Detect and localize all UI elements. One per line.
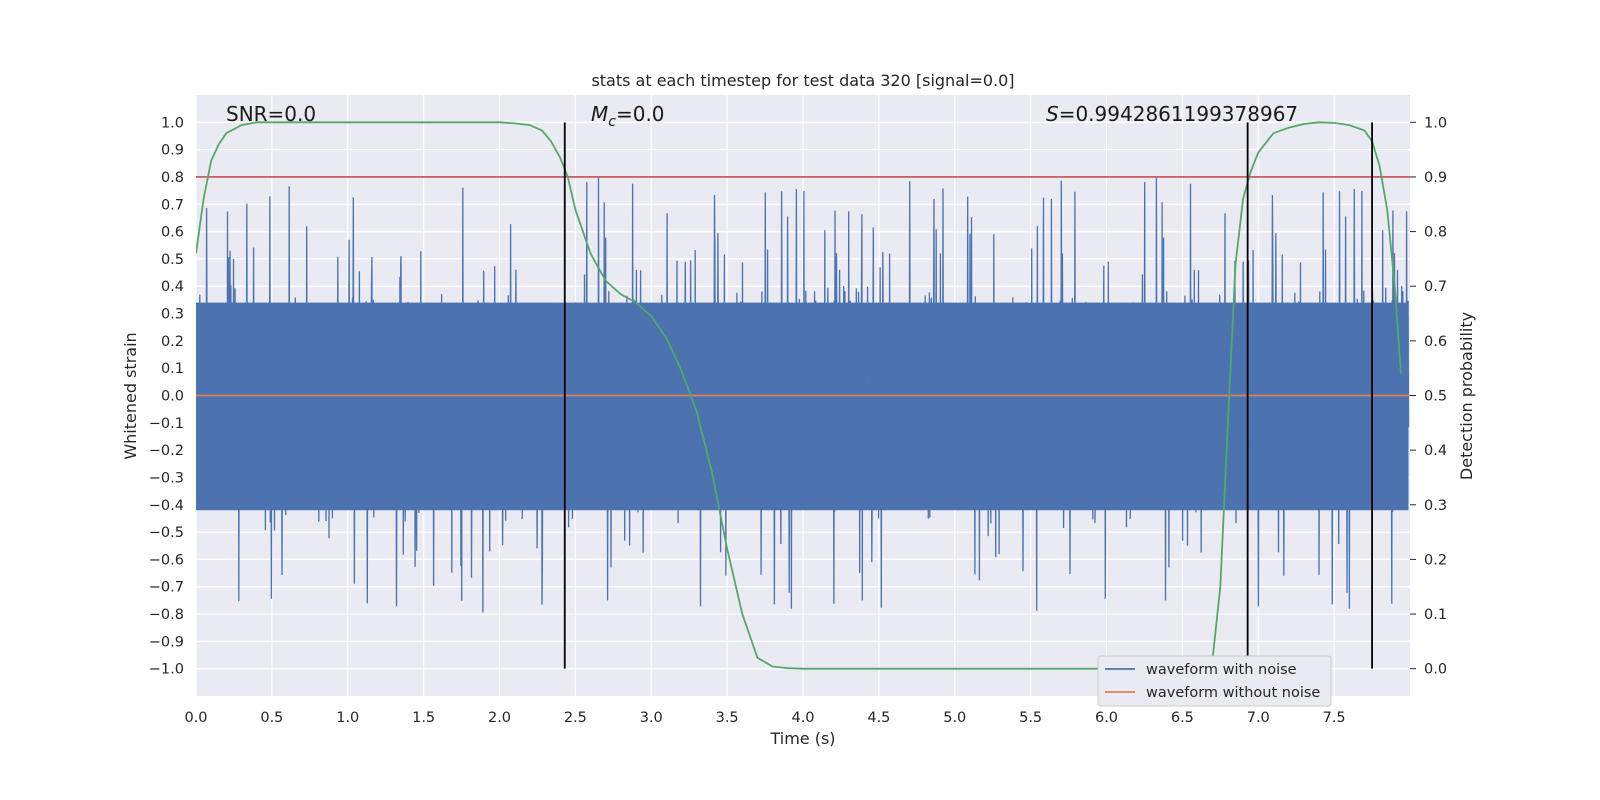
- x-tick-label: 4.0: [791, 710, 814, 726]
- y-left-tick-label: 0.2: [161, 334, 184, 350]
- y-left-tick-label: −0.5: [149, 525, 184, 541]
- y-left-tick-label: 0.0: [161, 389, 184, 405]
- y-right-tick-label: 1.0: [1424, 115, 1447, 131]
- x-tick-label: 6.5: [1171, 710, 1194, 726]
- y-left-tick-label: −0.8: [149, 607, 184, 623]
- y-left-tick-label: 0.5: [161, 252, 184, 268]
- y-left-tick-labels: 1.0 0.9 0.8 0.7 0.6 0.5 0.4 0.3 0.2 0.1 0.0 −0.1 −0.…: [149, 115, 184, 677]
- y-right-tick-label: 0.0: [1424, 662, 1447, 678]
- x-tick-label: 6.0: [1095, 710, 1118, 726]
- y-left-tick-label: −1.0: [149, 662, 184, 678]
- chirp-mass-symbol: M: [591, 102, 608, 126]
- chart-title: stats at each timestep for test data 320…: [591, 71, 1014, 90]
- y-left-tick-label: 0.7: [161, 197, 184, 213]
- x-tick-labels: 0.0 0.5 1.0 1.5 2.0 2.5 3.0 3.5 4.0 4.5 5.0 5.5 6.0 6…: [184, 710, 1345, 726]
- y-right-tick-label: 0.8: [1424, 225, 1447, 241]
- vertical-markers: [563, 122, 1373, 669]
- y-right-tick-label: 0.3: [1424, 498, 1447, 514]
- chirp-mass-annotation: Mc=0.0: [591, 102, 665, 130]
- x-tick-label: 5.0: [943, 710, 966, 726]
- x-tick-label: 3.5: [716, 710, 739, 726]
- y-left-tick-label: 0.6: [161, 225, 184, 241]
- score-value: =0.9942861199378967: [1059, 102, 1298, 126]
- y-left-tick-label: 0.8: [161, 170, 184, 186]
- x-tick-label: 2.0: [488, 710, 511, 726]
- y-right-tick-label: 0.7: [1424, 279, 1447, 295]
- series-waveform-with-noise: [196, 177, 1410, 613]
- x-tick-label: 1.0: [336, 710, 359, 726]
- snr-annotation: SNR=0.0: [226, 102, 316, 126]
- y-left-tick-label: −0.2: [149, 443, 184, 459]
- y-left-tick-label: −0.3: [149, 470, 184, 486]
- y-axis-label-right: Detection probability: [1457, 312, 1476, 480]
- y-right-tick-label: 0.5: [1424, 389, 1447, 405]
- y-left-tick-label: 0.9: [161, 143, 184, 159]
- legend: waveform with noise waveform without noi…: [1097, 655, 1332, 707]
- noise-trace: [196, 177, 1410, 613]
- x-tick-label: 1.5: [412, 710, 435, 726]
- x-tick-label: 7.0: [1247, 710, 1270, 726]
- y-left-tick-label: −0.4: [149, 498, 184, 514]
- x-tick-label: 5.5: [1019, 710, 1042, 726]
- chirp-mass-subscript: c: [608, 114, 616, 130]
- detection-probability-curve: [196, 121, 1402, 670]
- y-left-tick-label: 0.4: [161, 279, 184, 295]
- y-right-tick-label: 0.2: [1424, 552, 1447, 568]
- y-left-tick-label: −0.9: [149, 634, 184, 650]
- plot-content: [196, 121, 1410, 670]
- x-tick-label: 0.0: [184, 710, 207, 726]
- y-axis-label-left: Whitened strain: [121, 332, 140, 459]
- x-axis-label: Time (s): [769, 729, 835, 748]
- x-tick-label: 3.0: [640, 710, 663, 726]
- score-symbol: S: [1046, 102, 1059, 126]
- y-left-tick-label: 1.0: [161, 115, 184, 131]
- probability-line: [196, 121, 1402, 670]
- y-left-tick-label: −0.6: [149, 552, 184, 568]
- x-tick-label: 2.5: [564, 710, 587, 726]
- y-left-tick-label: −0.1: [149, 416, 184, 432]
- y-right-tick-label: 0.4: [1424, 443, 1447, 459]
- y-right-tick-label: 0.9: [1424, 170, 1447, 186]
- x-tick-label: 7.5: [1323, 710, 1346, 726]
- y-right-tick-label: 0.6: [1424, 334, 1447, 350]
- x-tick-label: 4.5: [867, 710, 890, 726]
- y-right-tick-label: 0.1: [1424, 607, 1447, 623]
- legend-box: [1097, 655, 1332, 707]
- x-tick-label: 0.5: [260, 710, 283, 726]
- y-left-tick-label: −0.7: [149, 580, 184, 596]
- chirp-mass-value: =0.0: [616, 102, 665, 126]
- y-left-tick-label: 0.3: [161, 307, 184, 323]
- y-left-tick-label: 0.1: [161, 361, 184, 377]
- score-annotation: S=0.9942861199378967: [1046, 102, 1298, 126]
- legend-label-with-noise: waveform with noise: [1146, 662, 1297, 678]
- legend-label-without-noise: waveform without noise: [1146, 685, 1320, 701]
- y-right-tick-labels: 1.0 0.9 0.8 0.7 0.6 0.5 0.4 0.3 0.2 0.1 0.0: [1410, 115, 1447, 678]
